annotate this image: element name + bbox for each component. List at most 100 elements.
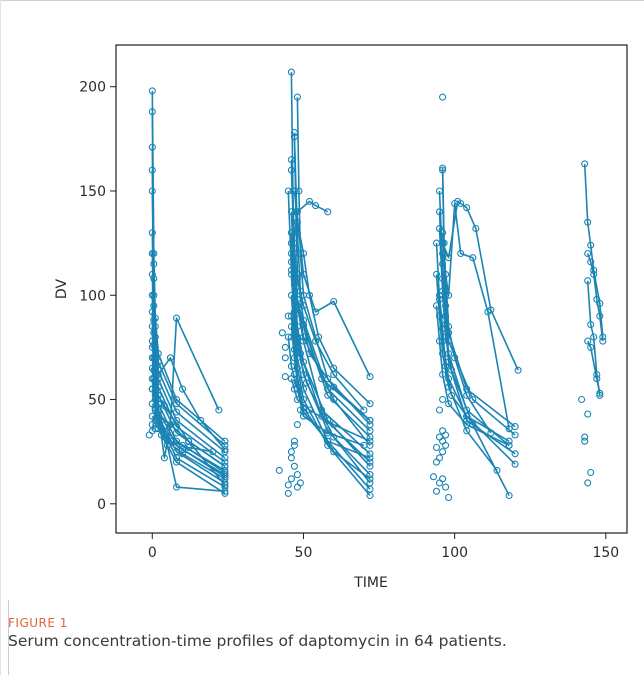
data-point: [284, 481, 292, 489]
data-point: [463, 204, 471, 212]
data-point: [511, 431, 519, 439]
data-point: [299, 249, 308, 258]
data-point: [578, 395, 586, 404]
data-point: [442, 362, 450, 370]
series-line-55: [586, 253, 604, 342]
data-point: [287, 166, 295, 174]
data-point: [299, 412, 308, 420]
data-point: [287, 291, 295, 299]
data-point: [435, 295, 444, 303]
data-point: [172, 429, 181, 437]
data-point: [215, 406, 223, 414]
data-point: [514, 366, 522, 374]
data-point: [505, 491, 513, 500]
data-point: [435, 291, 444, 299]
data-point: [148, 249, 156, 258]
data-point: [463, 416, 471, 424]
data-point: [487, 429, 495, 437]
data-point: [366, 454, 374, 462]
data-point: [448, 391, 456, 399]
data-point: [150, 329, 158, 337]
data-point: [293, 421, 301, 429]
data-point: [366, 462, 374, 470]
data-point: [360, 406, 368, 414]
concentration-time-chart: 0 50 100 150 0 50 100 150 200 TIME DV: [54, 44, 628, 591]
data-point: [596, 389, 604, 397]
data-point: [148, 364, 156, 372]
data-point: [299, 337, 308, 345]
data-point: [439, 260, 447, 268]
series-line-37: [293, 190, 371, 377]
data-point: [157, 431, 165, 439]
data-point: [275, 466, 283, 474]
data-point: [221, 481, 229, 489]
data-point: [305, 197, 314, 205]
data-point: [463, 412, 471, 420]
data-point: [435, 208, 444, 216]
data-point: [445, 291, 453, 299]
data-point: [366, 400, 374, 408]
data-point: [587, 320, 595, 329]
data-point: [445, 375, 453, 383]
data-point: [148, 166, 156, 174]
data-point: [581, 160, 589, 168]
data-point: [511, 423, 519, 431]
data-point: [590, 270, 598, 278]
data-point: [293, 354, 301, 362]
data-point: [312, 202, 320, 210]
data-point: [432, 270, 441, 278]
x-tick-label: 0: [148, 545, 157, 561]
series-line-46: [438, 228, 510, 496]
data-point: [293, 471, 301, 479]
data-point: [295, 187, 303, 195]
data-point: [197, 416, 205, 424]
data-point: [221, 489, 229, 497]
data-point: [584, 337, 592, 345]
data-point: [299, 358, 308, 366]
data-point: [293, 218, 301, 226]
data-point: [293, 385, 301, 393]
data-point: [366, 416, 374, 424]
data-point: [435, 312, 444, 320]
data-point: [221, 437, 229, 445]
data-point: [148, 385, 156, 393]
data-point: [148, 308, 156, 316]
data-point: [287, 270, 295, 278]
data-point: [511, 460, 519, 468]
data-point: [287, 68, 295, 76]
x-tick-label: 100: [441, 545, 468, 561]
data-point: [596, 391, 604, 399]
data-point: [584, 410, 592, 418]
data-point: [581, 433, 589, 441]
data-point: [448, 366, 456, 374]
data-point: [209, 448, 217, 456]
data-point: [293, 275, 301, 283]
data-point: [366, 433, 374, 441]
data-point: [221, 466, 229, 474]
data-point: [324, 429, 332, 437]
caption-divider: [8, 600, 9, 675]
data-point: [439, 164, 447, 172]
y-tick-label: 0: [97, 497, 106, 513]
data-point: [151, 391, 159, 399]
data-point: [299, 370, 308, 379]
data-point: [148, 108, 156, 116]
data-point: [469, 395, 477, 404]
data-point: [148, 322, 156, 331]
data-point: [330, 297, 338, 306]
data-point: [299, 302, 308, 310]
data-point: [151, 314, 159, 322]
data-point: [154, 416, 162, 424]
series-line-33: [290, 316, 371, 480]
series-line-51: [441, 200, 519, 371]
data-point: [442, 270, 450, 278]
data-point: [330, 433, 338, 441]
figure-caption: Serum concentration-time profiles of dap…: [8, 632, 507, 650]
data-point: [587, 258, 595, 266]
x-tick-label: 150: [592, 545, 619, 561]
data-point: [287, 156, 295, 164]
data-point: [445, 400, 453, 408]
data-point: [584, 479, 592, 487]
y-tick-label: 100: [79, 288, 106, 304]
data-point: [154, 370, 162, 379]
